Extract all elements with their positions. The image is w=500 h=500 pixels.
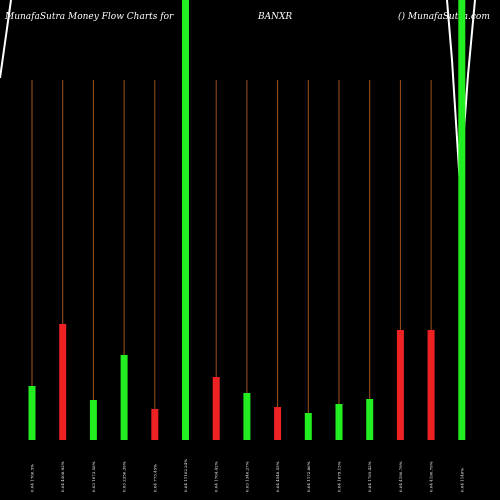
bar bbox=[335, 404, 343, 440]
x-tick-label: 0.04 1785.42% bbox=[367, 461, 372, 492]
bar bbox=[59, 324, 67, 440]
x-tick-label: 0.04 1766.5% bbox=[30, 464, 35, 492]
bar bbox=[212, 377, 220, 440]
source: () MunafaSutra.com bbox=[398, 11, 490, 22]
x-tick-label: 0.04 4190.79% bbox=[429, 461, 434, 492]
x-tick-label: 0.04 1146% bbox=[459, 468, 464, 492]
bar bbox=[89, 400, 97, 440]
x-tick-label: 0.04 4508.92% bbox=[60, 461, 65, 492]
x-tick-label: 0.04 11162.24% bbox=[183, 459, 188, 492]
x-tick-label: 0.04 4190.79% bbox=[398, 461, 403, 492]
bar bbox=[274, 407, 282, 440]
chart-title: MunafaSutra Money Flow Charts for bbox=[4, 12, 174, 22]
bar bbox=[396, 330, 404, 440]
bar bbox=[458, 0, 466, 440]
bar bbox=[28, 386, 36, 440]
bar bbox=[366, 399, 374, 440]
symbol: BANXR bbox=[257, 12, 292, 22]
x-tick-label: 0.04 1679.15% bbox=[337, 461, 342, 492]
x-tick-label: 0.04 1172.86% bbox=[306, 461, 311, 492]
x-tick-label: 0.03 2356.39% bbox=[122, 461, 127, 492]
x-tick-label: 0.04 4548.55% bbox=[275, 461, 280, 492]
x-tick-label: 0.04 773.45% bbox=[152, 464, 157, 492]
bar bbox=[243, 393, 251, 440]
bar bbox=[182, 0, 189, 440]
x-tick-label: 0.03 1346.27% bbox=[244, 461, 249, 492]
bar bbox=[151, 409, 159, 440]
x-tick-label: 0.04 1764.42% bbox=[214, 461, 219, 492]
bar bbox=[304, 413, 312, 440]
bar bbox=[120, 355, 128, 440]
x-tick-label: 0.03 1073.58% bbox=[91, 461, 96, 492]
bar bbox=[427, 330, 435, 440]
price-line bbox=[0, 0, 12, 79]
